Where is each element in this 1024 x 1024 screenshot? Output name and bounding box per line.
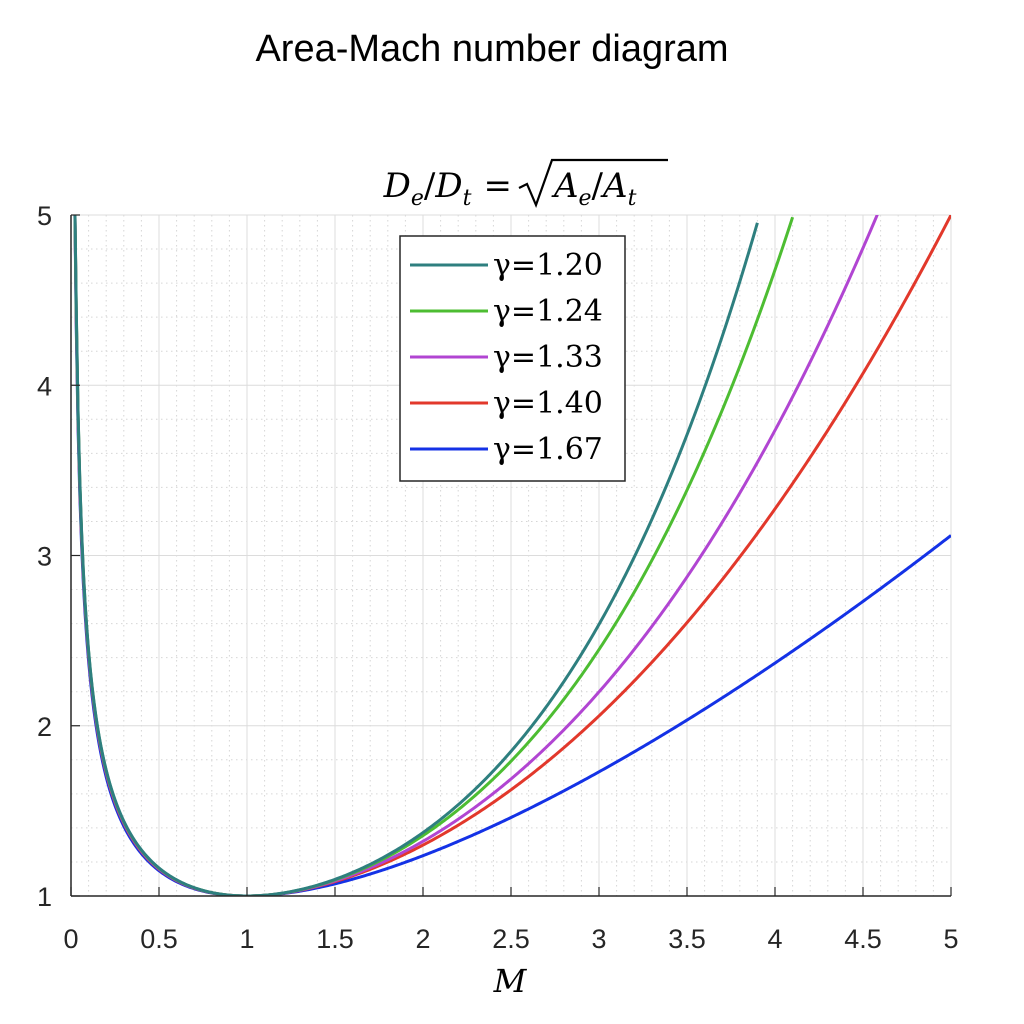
x-tick-label: 4 [767,924,782,954]
x-tick-label: 1.5 [316,924,354,954]
series-line-gamma-1-2 [73,215,759,896]
y-tick-label: 1 [37,882,52,912]
title-d-e-main: D [383,166,411,206]
tick-layer: 0 0.5 1 1.5 2 2.5 3 3.5 4 4.5 5 1 2 3 4 5 [37,201,959,954]
legend-label: γ=1.40 [493,386,603,421]
legend: γ=1.20 γ=1.24 γ=1.33 γ=1.40 γ=1.67 [399,235,626,482]
series-layer [73,215,951,896]
figure-title: Area-Mach number diagram [255,28,729,70]
y-tick-label: 2 [37,712,52,742]
x-tick-label: 5 [943,924,958,954]
legend-label: γ=1.24 [493,294,603,329]
chart-title: De/Dt = Ae/At [383,166,637,211]
title-slash: / [424,166,436,206]
x-tick-label: 4.5 [844,924,882,954]
title-d-e-sub: e [411,186,424,211]
title-slash-2: / [592,166,604,206]
x-tick-label: 2 [415,924,430,954]
x-tick-label: 1 [239,924,254,954]
x-tick-label: 2.5 [492,924,530,954]
title-a-e-main: A [551,166,579,206]
legend-label: γ=1.20 [493,248,603,283]
x-axis-label: M [493,962,528,1000]
y-tick-label: 5 [37,201,52,231]
title-a-t-main: A [600,166,628,206]
y-tick-label: 4 [37,371,52,401]
x-tick-label: 3 [591,924,606,954]
sqrt-symbol [518,158,668,209]
title-equals: = [483,166,512,206]
title-d-t-main: D [434,166,462,206]
x-tick-label: 3.5 [668,924,706,954]
y-tick-label: 3 [37,542,52,572]
title-a-e-sub: e [579,186,592,211]
title-a-t-sub: t [628,186,637,211]
legend-label: γ=1.33 [493,340,603,375]
legend-entries: γ=1.20 γ=1.24 γ=1.33 γ=1.40 γ=1.67 [410,248,603,467]
x-tick-label: 0.5 [140,924,178,954]
x-tick-label: 0 [63,924,78,954]
legend-label: γ=1.67 [493,432,603,467]
title-d-t-sub: t [463,186,472,211]
